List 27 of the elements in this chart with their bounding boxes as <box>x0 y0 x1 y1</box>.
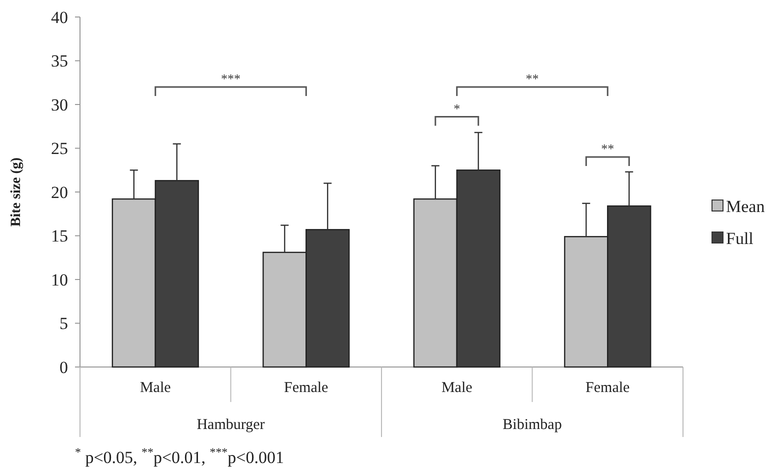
text: Bibimbap <box>502 417 562 433</box>
legend-label: Full <box>726 228 754 248</box>
x-tick-label: Male <box>140 380 172 396</box>
y-tick-label: 20 <box>51 182 68 202</box>
y-axis-title: Bite size (g) <box>9 157 24 227</box>
y-tick-label: 40 <box>51 8 68 27</box>
annotation: * <box>454 100 460 116</box>
significance-bracket: *** <box>154 71 307 96</box>
annotation: ** <box>526 71 539 86</box>
y-tick-label: 25 <box>51 139 68 158</box>
significance-bracket: * <box>434 100 480 126</box>
y-tick-label: 15 <box>51 226 68 246</box>
y-tick-label: 30 <box>51 95 68 114</box>
annotation: ** <box>601 141 614 156</box>
text: Hamburger <box>196 417 265 433</box>
significance-bracket: ** <box>456 71 608 96</box>
text: $^{*}$ p<0.05, $^{**}$p<0.01, $^{***}$p<0.001 <box>75 445 284 467</box>
y-tick-label: 10 <box>51 270 68 290</box>
x-tick-label: Female <box>586 380 630 396</box>
legend-label: Mean <box>726 196 766 216</box>
y-tick-label: 0 <box>60 358 68 377</box>
significance-bracket: ** <box>585 141 630 166</box>
annotation: *** <box>221 71 240 86</box>
y-tick-label: 35 <box>51 52 68 71</box>
x-tick-label: Female <box>284 380 329 396</box>
y-tick-label: 5 <box>60 314 68 334</box>
x-tick-label: Male <box>441 380 473 396</box>
